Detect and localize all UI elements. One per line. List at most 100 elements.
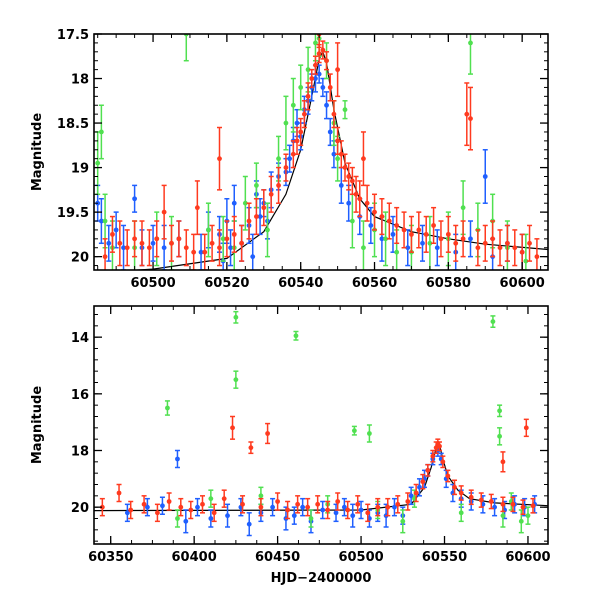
data-point: [527, 240, 532, 246]
data-point: [290, 151, 296, 157]
data-point: [195, 504, 200, 510]
data-point: [355, 501, 361, 507]
data-point: [309, 76, 315, 81]
data-point: [150, 240, 156, 246]
data-point: [440, 459, 446, 465]
data-point: [490, 236, 496, 242]
y-tick-label: 14: [71, 331, 89, 346]
series-blue: [124, 444, 538, 537]
data-point: [520, 504, 526, 510]
model-curve: [128, 50, 548, 270]
data-point: [346, 174, 352, 179]
data-point: [445, 473, 451, 479]
data-point: [325, 507, 331, 513]
data-point: [116, 490, 122, 496]
x-tick-label: 60600: [500, 276, 545, 291]
data-point: [239, 240, 245, 246]
data-point: [482, 174, 488, 179]
data-point: [500, 501, 506, 507]
plot-area: [95, 34, 548, 270]
data-point: [285, 507, 291, 513]
data-point: [257, 214, 263, 219]
data-point: [230, 425, 235, 431]
data-point: [335, 499, 341, 504]
data-point: [488, 499, 494, 504]
data-point: [166, 499, 172, 504]
data-point: [351, 428, 357, 434]
y-tick-label: 19.5: [57, 206, 89, 221]
data-point: [431, 223, 436, 228]
data-point: [342, 107, 348, 113]
y-tick-label: 20: [71, 501, 89, 516]
data-point: [497, 433, 502, 439]
data-point: [183, 245, 189, 251]
y-tick-label: 19: [71, 162, 89, 177]
data-point: [102, 254, 108, 260]
data-point: [270, 504, 275, 510]
data-point: [452, 484, 457, 490]
series-red: [102, 34, 540, 270]
data-point: [523, 425, 529, 431]
data-point: [202, 249, 208, 255]
data-point: [383, 236, 388, 242]
data-point: [490, 319, 496, 324]
data-point: [468, 494, 474, 500]
data-point: [254, 182, 259, 188]
data-point: [98, 129, 104, 135]
data-point: [98, 218, 104, 224]
data-point: [99, 504, 105, 510]
data-point: [353, 191, 359, 197]
data-point: [176, 236, 182, 242]
data-point: [425, 467, 431, 473]
plot-area: [94, 310, 548, 537]
data-point: [464, 111, 470, 117]
data-point: [301, 111, 307, 117]
x-tick-label: 60500: [130, 276, 175, 291]
x-tick-label: 60580: [426, 276, 471, 291]
data-point: [357, 196, 363, 202]
data-point: [246, 218, 252, 224]
data-point: [497, 408, 502, 414]
data-point: [248, 445, 254, 451]
x-tick-label: 60520: [204, 276, 249, 291]
data-point: [320, 85, 326, 90]
data-point: [124, 510, 130, 516]
data-point: [478, 497, 484, 503]
data-point: [367, 431, 372, 436]
data-point: [518, 518, 524, 524]
data-point: [208, 496, 214, 502]
data-point: [512, 245, 518, 251]
top-panel: 60500 60520 60540 60560 60580 60600 17.5 18 18.5…: [30, 28, 549, 291]
data-point: [132, 236, 138, 242]
data-point: [324, 102, 329, 108]
data-point: [200, 501, 205, 507]
data-point: [95, 160, 101, 166]
data-point: [519, 249, 525, 255]
data-point: [276, 156, 281, 162]
data-point: [324, 58, 329, 64]
data-point: [320, 507, 326, 513]
data-point: [258, 504, 264, 510]
data-point: [276, 182, 281, 188]
data-point: [175, 516, 180, 521]
data-point: [305, 67, 311, 73]
data-point: [530, 503, 536, 509]
data-point: [275, 499, 281, 504]
data-point: [221, 496, 227, 502]
data-point: [209, 240, 215, 246]
y-axis-title: Magnitude: [30, 386, 45, 465]
data-point: [154, 236, 160, 242]
data-point: [379, 236, 385, 242]
data-point: [333, 510, 339, 516]
data-point: [313, 76, 318, 81]
data-point: [265, 227, 270, 233]
data-point: [349, 178, 355, 184]
data-point: [500, 459, 506, 465]
data-point: [346, 200, 352, 206]
data-point: [110, 231, 115, 237]
data-point: [408, 493, 414, 499]
series-red: [99, 415, 536, 523]
data-point: [434, 245, 440, 251]
data-point: [254, 214, 259, 219]
